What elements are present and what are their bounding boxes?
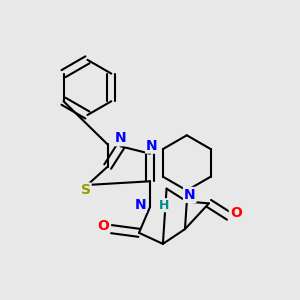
Text: S: S xyxy=(81,184,91,197)
Text: N: N xyxy=(115,131,126,145)
Text: O: O xyxy=(97,219,109,233)
Text: N: N xyxy=(146,139,158,153)
Text: N: N xyxy=(135,198,146,212)
Text: H: H xyxy=(159,199,170,212)
Text: N: N xyxy=(184,188,196,202)
Text: O: O xyxy=(230,206,242,220)
